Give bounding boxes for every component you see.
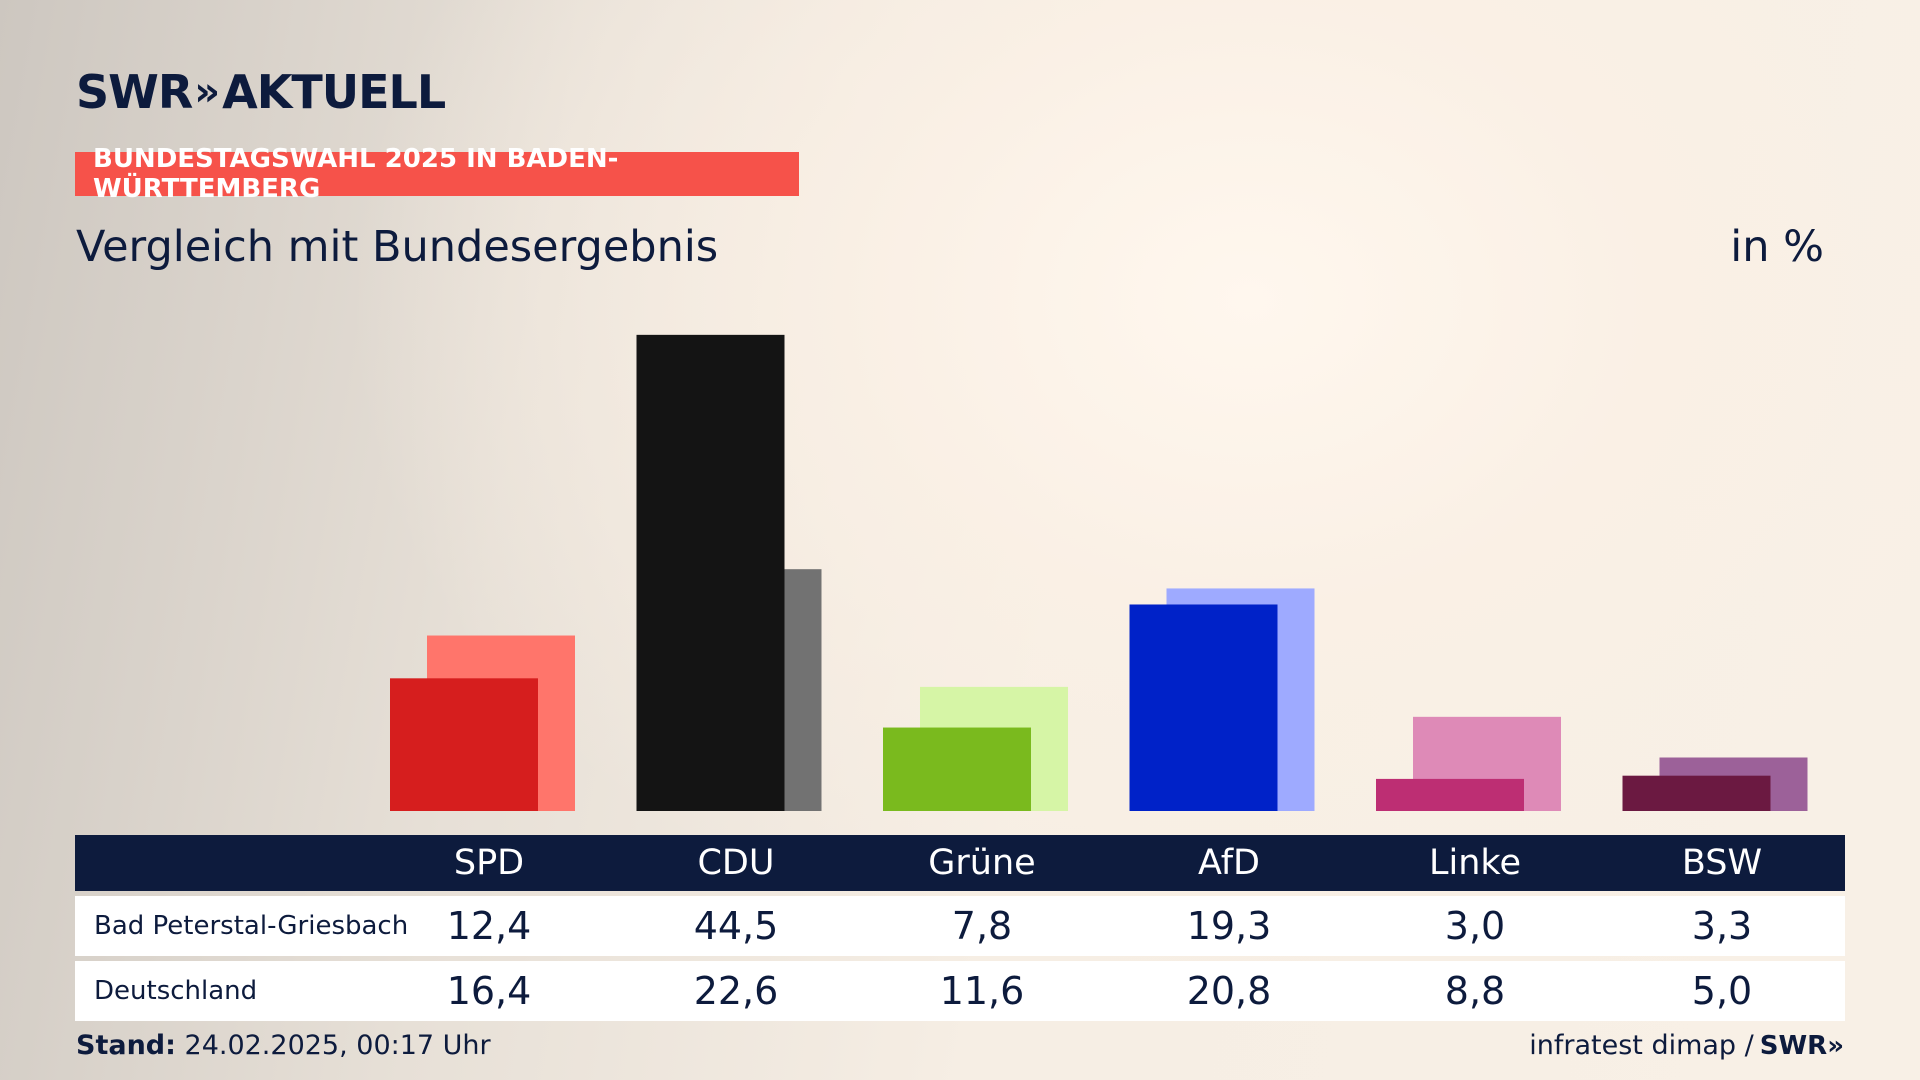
bar-local-bsw	[1622, 775, 1771, 811]
party-header-spd: SPD	[453, 843, 525, 883]
party-header-bsw: BSW	[1681, 843, 1763, 883]
chart-subtitle: Vergleich mit Bundesergebnis	[76, 222, 719, 272]
timestamp: Stand: 24.02.2025, 00:17 Uhr	[76, 1030, 491, 1061]
cell-value: 5,0	[1691, 969, 1753, 1013]
cell-value: 7,8	[951, 904, 1013, 948]
cell-value: 19,3	[1186, 904, 1272, 948]
bar-local-afd	[1129, 604, 1278, 811]
party-header-gruene: Grüne	[928, 843, 1036, 883]
swr-aktuell-logo: SWR » AKTUELL	[76, 65, 446, 119]
logo-aktuell-text: AKTUELL	[222, 65, 446, 119]
bar-local-grüne	[883, 727, 1031, 811]
party-header-afd: AfD	[1198, 843, 1260, 883]
cell-value: 20,8	[1186, 969, 1272, 1013]
cell-value: 3,3	[1691, 904, 1753, 948]
bar-local-spd	[390, 678, 538, 811]
party-header-cdu: CDU	[697, 843, 775, 883]
unit-label: in %	[1730, 222, 1824, 272]
cell-value: 3,0	[1444, 904, 1506, 948]
logo-swr-text: SWR	[76, 65, 193, 119]
party-header-linke: Linke	[1429, 843, 1521, 883]
source-credit: infratest dimap / SWR»	[1529, 1030, 1844, 1061]
bar-local-cdu	[636, 334, 785, 811]
results-table: SPD CDU Grüne AfD Linke BSW Bad Petersta…	[75, 835, 1845, 1021]
cell-value: 22,6	[693, 969, 779, 1013]
cell-value: 11,6	[939, 969, 1025, 1013]
election-badge: BUNDESTAGSWAHL 2025 IN BADEN-WÜRTTEMBERG	[75, 144, 799, 204]
stand-value: 24.02.2025, 00:17 Uhr	[184, 1030, 491, 1061]
cell-value: 12,4	[446, 904, 532, 948]
table-header-row: SPD CDU Grüne AfD Linke BSW	[75, 835, 1845, 891]
row-label-local: Bad Peterstal-Griesbach	[94, 911, 409, 941]
bar-local-linke	[1376, 778, 1524, 811]
stand-label: Stand:	[76, 1030, 176, 1061]
cell-value: 8,8	[1444, 969, 1506, 1013]
table-row: Deutschland 16,4 22,6 11,6 20,8 8,8 5,0	[75, 961, 1845, 1021]
cell-value: 44,5	[693, 904, 779, 948]
source-text: infratest dimap /	[1529, 1030, 1754, 1061]
row-label-national: Deutschland	[94, 976, 258, 1006]
table-row: Bad Peterstal-Griesbach 12,4 44,5 7,8 19…	[75, 896, 1845, 956]
bar-chart	[390, 334, 1808, 811]
swr-mini-logo: SWR»	[1759, 1030, 1844, 1061]
cell-value: 16,4	[446, 969, 532, 1013]
